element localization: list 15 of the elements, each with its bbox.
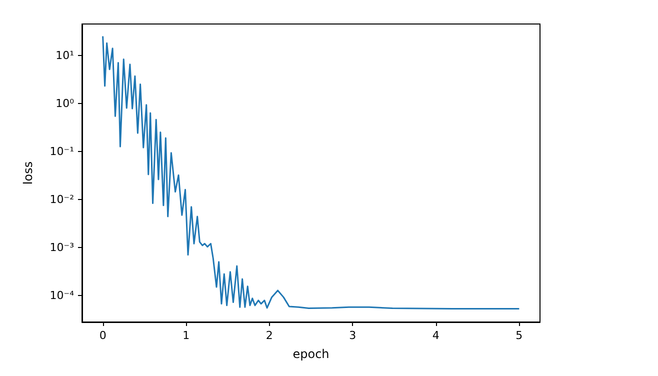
y-tick-label: 10⁻²	[50, 192, 74, 206]
y-tick-label: 10⁻⁴	[50, 288, 75, 302]
x-tick-label: 3	[349, 329, 356, 342]
y-axis-title: loss	[21, 161, 35, 185]
x-tick-label: 4	[432, 329, 440, 342]
y-tick-label: 10⁻¹	[50, 144, 74, 158]
x-axis-title: epoch	[292, 347, 330, 361]
x-tick-label: 0	[99, 329, 106, 342]
x-tick-label: 5	[516, 329, 523, 342]
line-series	[102, 36, 520, 310]
x-tick-label: 2	[266, 329, 273, 342]
y-tick-label: 10⁻³	[50, 240, 74, 254]
x-tick-label: 1	[182, 329, 190, 342]
y-tick-label: 10⁰	[56, 96, 75, 110]
y-tick-label: 10¹	[56, 48, 74, 62]
